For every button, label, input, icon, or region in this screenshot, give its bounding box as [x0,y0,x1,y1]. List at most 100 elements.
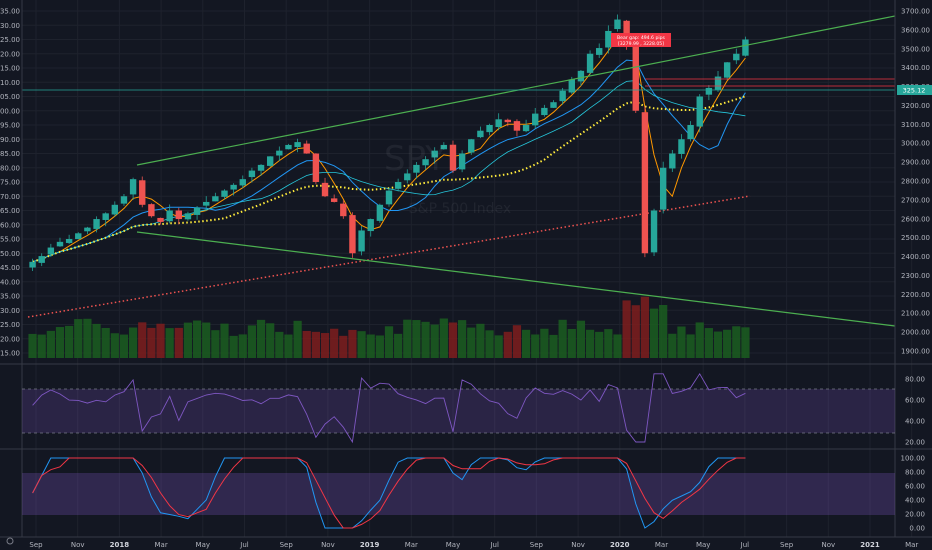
candle-body [285,144,292,150]
candle-body [742,39,749,56]
volume-bar [686,334,695,358]
volume-bar [320,333,330,358]
right-axis-tick: 2600.00 [901,215,930,223]
candle-body [449,144,457,171]
left-axis-tick: 320.00 [0,50,20,58]
candle-body [659,167,667,210]
last-price-text: 325.12 [903,87,926,95]
stoch-axis-tick: 60.00 [905,483,925,491]
candle-body [495,119,502,128]
time-axis-tick: 2018 [110,541,130,549]
time-axis-tick: Jul [239,541,249,549]
annotation-line2: [3279.99 , 3228.05] [618,41,664,47]
right-price-axis: 3700.003600.003500.003400.003300.003200.… [901,8,930,356]
volume-bar [211,330,220,358]
time-axis-tick: 2019 [360,541,380,549]
left-axis-tick: 280.00 [0,164,20,172]
left-axis-tick: 310.00 [0,79,20,87]
candle-body [522,125,530,132]
watermark-subtitle: S&P 500 Index [409,201,511,217]
volume-bar [494,335,503,358]
symbol-watermark: SPY [384,139,446,179]
volume-bar [421,321,430,358]
candle-body [120,196,128,204]
right-axis-tick: 3600.00 [901,26,930,34]
left-axis-tick: 300.00 [0,107,20,115]
time-axis: Sep Nov 2018 Mar May Jul Sep Nov 2019 Mar May Jul Se… [29,541,918,549]
candle-body [422,159,429,166]
candle-body [568,79,575,93]
volume-bar [192,320,202,358]
candle-body [257,164,265,171]
left-axis-tick: 275.00 [0,179,20,187]
time-axis-tick: Sep [280,541,294,549]
right-axis-tick: 2000.00 [901,329,930,337]
candle-body [559,90,566,102]
left-axis-tick: 305.00 [0,93,20,101]
left-axis-tick: 315.00 [0,65,20,73]
candle-body [330,198,338,202]
lower-trend-line [136,231,896,327]
volume-bar [741,327,750,358]
left-axis-tick: 295.00 [0,122,20,130]
volume-bar [677,326,686,358]
last-price-badge: 325.12 [897,85,932,95]
candle-body [276,150,283,156]
right-axis-tick: 3500.00 [901,45,930,53]
candle-body [623,20,630,46]
time-axis-tick: Mar [154,541,167,549]
stoch-axis-tick: 40.00 [905,497,925,505]
candle-body [358,230,365,252]
volume-bar [631,305,640,358]
left-axis-tick: 230.00 [0,307,20,315]
candle-body [29,261,36,268]
time-axis-tick: Mar [405,541,418,549]
candle-body [166,210,173,222]
volume-bar [576,320,586,358]
volume-bar [695,322,704,358]
volume-bar [83,318,92,358]
volume-bar [403,319,412,358]
rsi-axis: 80.00 60.00 40.00 20.00 [905,376,925,447]
candle-body [321,182,329,197]
volume-bar [55,327,65,358]
volume-bar [311,331,320,358]
left-axis-tick: 215.00 [0,350,20,358]
volume-bar [567,328,576,358]
stoch-k-line [32,457,746,529]
volume-bar [540,328,549,358]
time-axis-tick: Sep [29,541,43,549]
right-axis-tick: 3200.00 [901,102,930,110]
candle-body [111,204,119,215]
candle-body [440,144,448,150]
candle-body [404,173,411,181]
grid-lines [22,0,913,537]
time-axis-tick: May [196,541,210,549]
time-axis-tick: Mar [655,541,668,549]
candle-body [65,239,73,243]
candle-body [696,96,703,127]
candle-body [605,30,612,48]
candle-body [541,107,548,116]
left-axis-tick: 330.00 [0,22,20,30]
volume-bar [649,308,659,358]
left-axis-tick: 235.00 [0,293,20,301]
time-axis-tick: Sep [530,541,544,549]
candle-body [139,180,146,205]
volume-bar [585,329,595,358]
volume-bars [28,296,750,358]
candle-body [486,125,493,133]
volume-bar [293,320,302,358]
volume-bar [229,335,238,358]
volume-bar [604,329,613,358]
candle-body [632,43,639,111]
candle-body [532,113,539,126]
volume-bar [266,323,275,358]
gear-icon[interactable] [6,537,14,545]
left-axis-tick: 245.00 [0,264,20,272]
stoch-axis: 100.00 80.00 60.00 40.00 20.00 0.00 [901,455,926,533]
right-axis-tick: 3400.00 [901,64,930,72]
right-axis-tick: 3100.00 [901,121,930,129]
candle-body [394,182,402,189]
